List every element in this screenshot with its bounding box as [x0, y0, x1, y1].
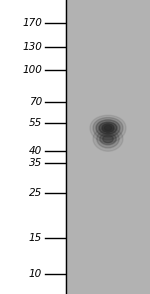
- Ellipse shape: [93, 118, 123, 140]
- Ellipse shape: [90, 115, 126, 143]
- Text: 35: 35: [29, 158, 42, 168]
- Text: 25: 25: [29, 188, 42, 198]
- Ellipse shape: [104, 126, 112, 131]
- Text: 40: 40: [29, 146, 42, 156]
- Ellipse shape: [97, 131, 119, 148]
- Ellipse shape: [96, 120, 120, 137]
- Ellipse shape: [93, 128, 123, 151]
- Text: 130: 130: [22, 42, 42, 52]
- Text: 15: 15: [29, 233, 42, 243]
- Bar: [66, 0, 150, 294]
- Ellipse shape: [102, 124, 114, 132]
- Text: 55: 55: [29, 118, 42, 128]
- Text: 10: 10: [29, 269, 42, 279]
- Text: 100: 100: [22, 65, 42, 75]
- Ellipse shape: [100, 133, 116, 145]
- Text: 170: 170: [22, 18, 42, 28]
- Ellipse shape: [99, 122, 117, 134]
- Text: 70: 70: [29, 97, 42, 107]
- Bar: [0, 0, 66, 294]
- Ellipse shape: [103, 135, 113, 143]
